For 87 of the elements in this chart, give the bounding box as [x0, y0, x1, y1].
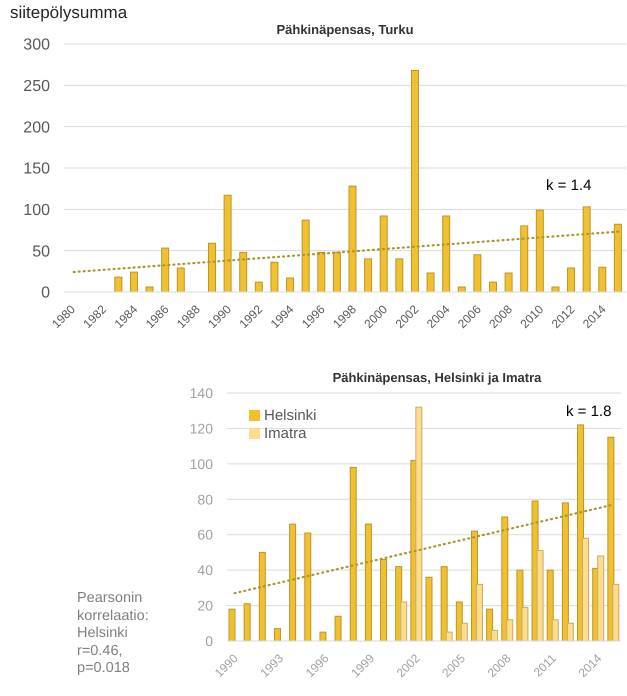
- bar: [552, 619, 559, 641]
- bar: [364, 258, 372, 292]
- y-tick-label: 60: [197, 526, 214, 543]
- y-tick-label: 0: [205, 632, 214, 649]
- bar: [582, 206, 591, 292]
- bar: [334, 616, 342, 641]
- chart-title: Pähkinäpensas, Turku: [275, 22, 415, 37]
- bar: [244, 603, 251, 641]
- bar: [506, 619, 514, 641]
- bar: [228, 608, 236, 641]
- bar: [114, 276, 122, 292]
- bar: [380, 215, 388, 292]
- bar: [567, 268, 576, 292]
- bar: [551, 286, 560, 292]
- y-tick-label: 120: [190, 420, 214, 436]
- annotation: k = 1.8: [566, 403, 612, 420]
- bar: [562, 502, 569, 641]
- bar: [364, 524, 372, 641]
- bar: [566, 622, 574, 641]
- y-tick-label: 150: [23, 160, 50, 178]
- bar: [348, 186, 356, 292]
- bar: [176, 268, 185, 292]
- y-tick-label: 40: [197, 562, 214, 578]
- y-tick-label: 80: [197, 491, 214, 508]
- bar: [607, 436, 614, 641]
- bar: [536, 550, 544, 641]
- bar: [332, 252, 341, 292]
- bar: [486, 608, 494, 641]
- bar: [460, 622, 468, 641]
- bar: [304, 532, 312, 641]
- bar: [612, 584, 620, 641]
- y-tick-label: 100: [23, 202, 50, 220]
- bar: [380, 559, 388, 641]
- bar: [440, 566, 448, 641]
- bar: [395, 258, 404, 292]
- bar: [446, 632, 453, 641]
- bar: [254, 282, 263, 292]
- bar: [426, 576, 432, 641]
- bar: [520, 225, 528, 292]
- legend-label: Imatra: [264, 425, 307, 442]
- bar: [501, 516, 508, 641]
- bar: [473, 254, 482, 292]
- bar: [415, 406, 422, 641]
- y-tick-label: 20: [197, 598, 214, 614]
- bar: [491, 630, 498, 641]
- bar: [130, 272, 138, 292]
- bar: [597, 555, 604, 641]
- bar: [536, 210, 544, 292]
- bar: [286, 277, 294, 292]
- bar: [161, 248, 170, 292]
- bar: [239, 252, 248, 292]
- y-tick-label: 250: [23, 78, 50, 96]
- y-tick-label: 0: [41, 284, 50, 302]
- bar: [274, 628, 281, 641]
- bar: [598, 266, 606, 292]
- bar: [224, 194, 232, 292]
- y-tick-label: 200: [23, 119, 50, 136]
- bar: [521, 606, 528, 641]
- chart-title: Pähkinäpensas, Helsinki ja Imatra: [332, 370, 542, 385]
- bar: [146, 286, 154, 292]
- bar: [350, 466, 357, 641]
- bar: [258, 552, 266, 641]
- bar: [582, 538, 590, 641]
- bar: [289, 524, 296, 641]
- bar: [317, 252, 326, 292]
- y-tick-label: 300: [23, 36, 50, 54]
- legend-label: Helsinki: [264, 407, 317, 424]
- text: Pearsonin korrelaatio: Helsinki r=0.46, p=0.018: [77, 590, 150, 678]
- bar: [270, 262, 278, 292]
- bar: [614, 224, 622, 292]
- y-tick-label: 140: [190, 384, 214, 401]
- y-axis-title: siitepölysumma: [10, 3, 128, 23]
- y-tick-label: 50: [32, 243, 50, 260]
- bar: [458, 286, 466, 292]
- bar: [208, 242, 216, 292]
- bar: [302, 220, 310, 292]
- bar: [319, 632, 326, 641]
- bar: [400, 602, 408, 641]
- bar: [442, 215, 450, 292]
- y-tick-label: 100: [190, 456, 214, 472]
- bar: [504, 272, 513, 292]
- bar: [489, 282, 497, 292]
- bar: [546, 570, 554, 641]
- bar: [476, 584, 483, 641]
- bar: [410, 70, 419, 292]
- bar: [426, 272, 435, 292]
- annotation: k = 1.4: [546, 177, 592, 194]
